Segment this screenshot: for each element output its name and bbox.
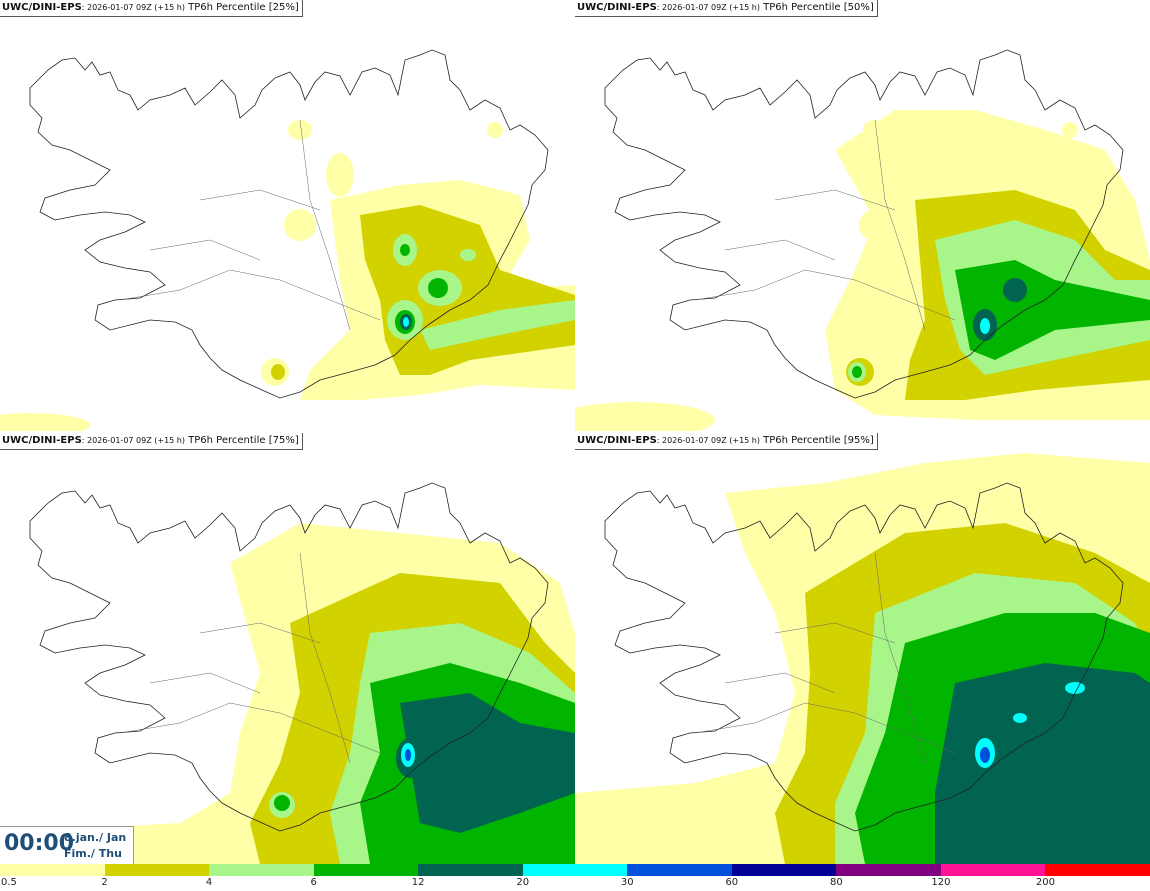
precip-area bbox=[0, 413, 90, 431]
color-legend: 0.5 2 4 6 12 20 30 60 80 120 200 bbox=[0, 864, 1150, 891]
precip-area bbox=[852, 366, 862, 378]
map-panel-25: UWC/DINI-EPS: 2026-01-07 09Z (+15 h) TP6… bbox=[0, 0, 575, 431]
map-panel-50: UWC/DINI-EPS: 2026-01-07 09Z (+15 h) TP6… bbox=[575, 0, 1150, 431]
legend-swatch bbox=[1045, 864, 1150, 876]
precip-area bbox=[420, 300, 575, 350]
precip-area bbox=[980, 318, 990, 334]
model-name: UWC/DINI-EPS bbox=[577, 435, 657, 446]
valid-day: Fim./ Thu bbox=[64, 847, 122, 860]
run-time: : 2026-01-07 09Z (+15 h) bbox=[656, 3, 760, 12]
legend-swatch bbox=[313, 864, 419, 876]
precip-area bbox=[487, 122, 503, 138]
legend-bar bbox=[0, 864, 1150, 876]
precip-area bbox=[274, 795, 290, 811]
precip-area bbox=[400, 693, 575, 833]
valid-time-box: 00:00 8.jan./ Jan Fim./ Thu bbox=[0, 826, 134, 866]
precip-layer bbox=[575, 453, 1150, 864]
legend-label: 12 bbox=[411, 877, 425, 888]
legend-swatch bbox=[209, 864, 314, 876]
run-time: : 2026-01-07 09Z (+15 h) bbox=[656, 436, 760, 445]
precip-area bbox=[935, 663, 1150, 864]
model-name: UWC/DINI-EPS bbox=[2, 435, 82, 446]
precip-area bbox=[284, 209, 316, 241]
precip-area bbox=[460, 249, 476, 261]
precip-map-75 bbox=[0, 482, 575, 864]
legend-label: 200 bbox=[1035, 877, 1055, 888]
field-name: TP6h Percentile [75%] bbox=[184, 435, 299, 446]
roads bbox=[119, 552, 381, 764]
legend-label: 0.5 bbox=[1, 877, 17, 888]
legend-swatch bbox=[627, 864, 732, 876]
field-name: TP6h Percentile [95%] bbox=[759, 435, 874, 446]
run-time: : 2026-01-07 09Z (+15 h) bbox=[81, 436, 185, 445]
precip-map-25 bbox=[0, 49, 575, 431]
field-name: TP6h Percentile [50%] bbox=[759, 2, 874, 13]
precip-area bbox=[400, 244, 410, 256]
coastline bbox=[604, 482, 1124, 832]
legend-label: 120 bbox=[931, 877, 951, 888]
run-time: : 2026-01-07 09Z (+15 h) bbox=[81, 3, 185, 12]
legend-swatch bbox=[940, 864, 1046, 876]
map-panel-75: UWC/DINI-EPS: 2026-01-07 09Z (+15 h) TP6… bbox=[0, 433, 575, 864]
coastline bbox=[29, 49, 549, 399]
precip-area bbox=[980, 747, 990, 763]
legend-label: 2 bbox=[101, 877, 108, 888]
panel-title: UWC/DINI-EPS: 2026-01-07 09Z (+15 h) TP6… bbox=[0, 0, 303, 17]
legend-swatch bbox=[104, 864, 210, 876]
precip-area bbox=[326, 153, 354, 197]
field-name: TP6h Percentile [25%] bbox=[184, 2, 299, 13]
map-panel-95: UWC/DINI-EPS: 2026-01-07 09Z (+15 h) TP6… bbox=[575, 433, 1150, 864]
model-name: UWC/DINI-EPS bbox=[2, 2, 82, 13]
legend-swatch bbox=[418, 864, 523, 876]
precip-map-95 bbox=[575, 453, 1150, 864]
precip-layer bbox=[0, 523, 575, 864]
precip-area bbox=[575, 402, 715, 431]
valid-date: 8.jan./ Jan bbox=[64, 831, 127, 844]
legend-swatch bbox=[836, 864, 941, 876]
panel-title: UWC/DINI-EPS: 2026-01-07 09Z (+15 h) TP6… bbox=[575, 0, 878, 17]
legend-label: 20 bbox=[516, 877, 530, 888]
precip-area bbox=[271, 364, 285, 380]
legend-label: 60 bbox=[725, 877, 739, 888]
legend-label: 30 bbox=[620, 877, 634, 888]
precip-layer bbox=[0, 120, 575, 431]
precip-area bbox=[360, 205, 575, 375]
legend-swatch bbox=[522, 864, 628, 876]
precip-area bbox=[405, 749, 411, 761]
legend-label: 80 bbox=[829, 877, 843, 888]
coastline bbox=[29, 482, 549, 832]
legend-swatch bbox=[0, 864, 105, 876]
panel-title: UWC/DINI-EPS: 2026-01-07 09Z (+15 h) TP6… bbox=[575, 433, 878, 450]
roads bbox=[119, 119, 381, 331]
precip-area bbox=[428, 278, 448, 298]
precip-area bbox=[403, 317, 409, 327]
roads bbox=[694, 119, 956, 331]
precip-area bbox=[1013, 713, 1027, 723]
model-name: UWC/DINI-EPS bbox=[577, 2, 657, 13]
roads bbox=[694, 552, 956, 764]
precip-layer bbox=[575, 110, 1150, 431]
precip-area bbox=[1065, 682, 1085, 694]
legend-swatch bbox=[731, 864, 837, 876]
precip-map-50 bbox=[575, 49, 1150, 431]
panel-title: UWC/DINI-EPS: 2026-01-07 09Z (+15 h) TP6… bbox=[0, 433, 303, 450]
legend-label: 4 bbox=[205, 877, 213, 888]
legend-label: 6 bbox=[310, 877, 317, 888]
coastline bbox=[604, 49, 1124, 399]
precip-area bbox=[1003, 278, 1027, 302]
precip-area bbox=[288, 120, 312, 140]
valid-time: 00:00 bbox=[4, 831, 75, 856]
precip-area bbox=[1062, 122, 1078, 138]
